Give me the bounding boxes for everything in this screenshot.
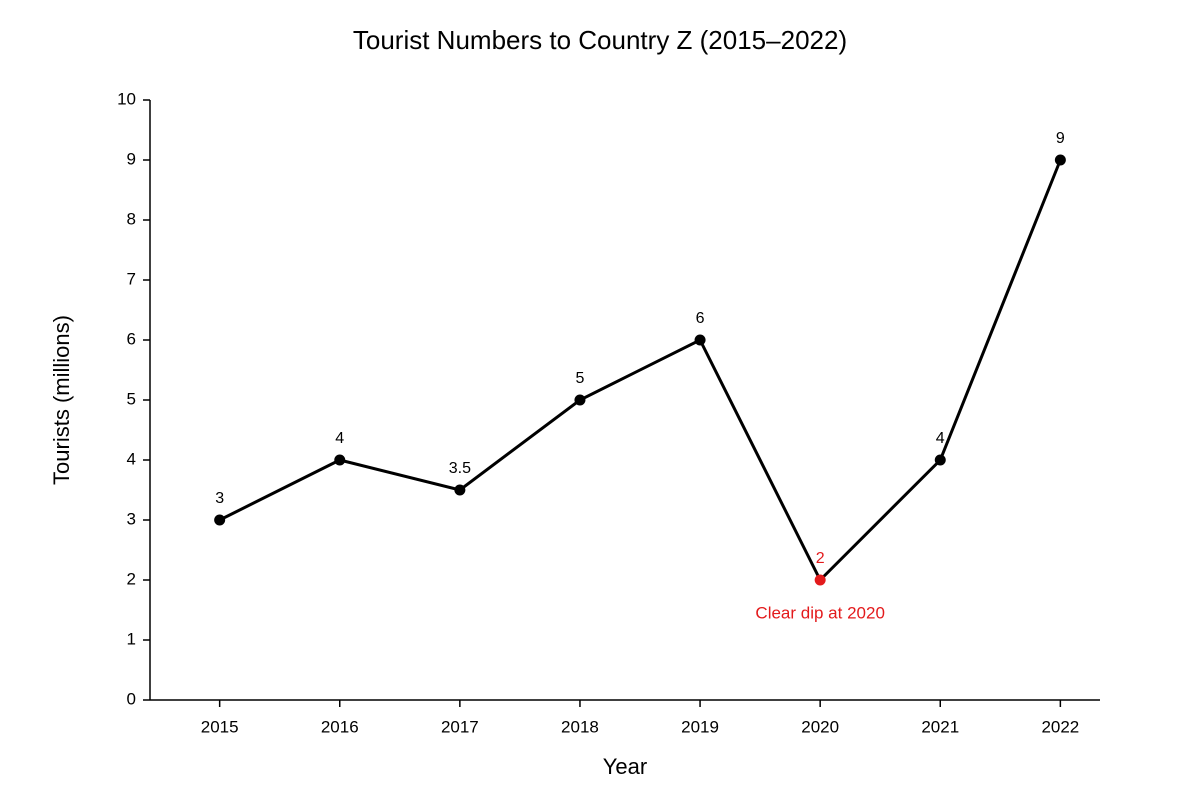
data-point xyxy=(934,454,946,466)
y-tick-label: 3 xyxy=(127,509,136,528)
y-tick-label: 5 xyxy=(127,389,136,408)
data-label: 2 xyxy=(816,550,825,567)
data-point xyxy=(574,394,586,406)
chart-title: Tourist Numbers to Country Z (2015–2022) xyxy=(353,25,847,55)
y-tick-label: 8 xyxy=(127,209,136,228)
y-tick-label: 4 xyxy=(127,449,136,468)
x-tick-label: 2016 xyxy=(321,717,359,736)
y-tick-label: 7 xyxy=(127,269,136,288)
annotation: Clear dip at 2020 xyxy=(755,603,884,622)
x-tick-label: 2022 xyxy=(1041,717,1079,736)
data-label: 6 xyxy=(696,310,705,327)
data-label: 9 xyxy=(1056,130,1065,147)
data-label: 5 xyxy=(576,370,585,387)
x-tick-label: 2018 xyxy=(561,717,599,736)
x-tick-label: 2017 xyxy=(441,717,479,736)
data-point xyxy=(694,334,706,346)
data-label: 4 xyxy=(335,430,344,447)
x-tick-label: 2020 xyxy=(801,717,839,736)
data-point xyxy=(334,454,346,466)
y-tick-label: 1 xyxy=(127,629,136,648)
data-line xyxy=(218,159,1062,583)
x-tick-label: 2015 xyxy=(201,717,239,736)
y-tick-label: 0 xyxy=(127,689,136,708)
data-label: 3 xyxy=(215,490,224,507)
data-point xyxy=(1054,154,1066,166)
data-label: 3.5 xyxy=(449,460,471,477)
y-tick-label: 2 xyxy=(127,569,136,588)
y-axis-title: Tourists (millions) xyxy=(49,315,74,485)
x-axis-title: Year xyxy=(603,754,647,779)
y-tick-label: 6 xyxy=(127,329,136,348)
y-tick-label: 9 xyxy=(127,149,136,168)
data-point xyxy=(214,514,226,526)
x-tick-label: 2019 xyxy=(681,717,719,736)
data-point xyxy=(814,574,826,586)
y-tick-label: 10 xyxy=(117,89,136,108)
data-point xyxy=(454,484,466,496)
x-tick-label: 2021 xyxy=(921,717,959,736)
data-label: 4 xyxy=(936,430,945,447)
